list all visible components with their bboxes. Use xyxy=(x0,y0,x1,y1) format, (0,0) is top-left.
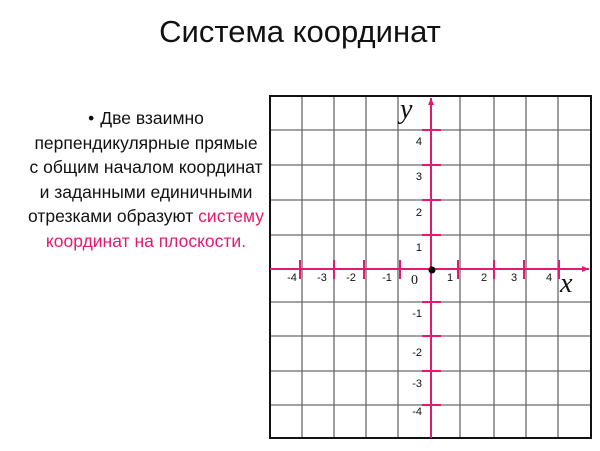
x-tick-label: 3 xyxy=(511,272,517,284)
slide-title: Система координат xyxy=(159,14,441,49)
y-tick-label: 2 xyxy=(416,207,422,219)
y-tick-label: -2 xyxy=(412,347,422,359)
origin-point xyxy=(428,266,436,274)
x-tick-label: 1 xyxy=(447,272,453,284)
y-axis-label: y xyxy=(397,94,413,125)
bullet-highlight: систему координат на плоскости. xyxy=(45,206,264,251)
y-tick-label: -1 xyxy=(412,308,422,320)
x-tick-label: -1 xyxy=(382,272,392,284)
y-tick-label: -4 xyxy=(412,406,422,418)
x-tick-label: -3 xyxy=(317,272,327,284)
tick-labels: -4 -3 -2 -1 1 2 3 4 4 3 2 1 -1 -2 -3 -4 xyxy=(287,136,552,418)
bullet-text: • Две взаимно перпендикулярные прямые с о… xyxy=(28,106,264,253)
x-tick-label: 4 xyxy=(546,272,552,284)
x-axis-arrow-icon xyxy=(582,266,589,272)
y-tick-label: -3 xyxy=(412,378,422,390)
y-tick-label: 3 xyxy=(416,171,422,183)
y-tick-label: 4 xyxy=(416,136,422,148)
origin-label: 0 xyxy=(411,273,418,288)
x-tick-label: -2 xyxy=(346,272,356,284)
x-tick-label: -4 xyxy=(287,272,297,284)
x-axis-label: x xyxy=(559,268,573,299)
y-axis-arrow-icon xyxy=(428,98,434,105)
bullet-icon: • xyxy=(88,108,95,128)
x-tick-label: 2 xyxy=(481,272,487,284)
bullet-body: Две взаимно перпендикулярные прямые с об… xyxy=(28,108,263,226)
y-tick-label: 1 xyxy=(416,242,422,254)
